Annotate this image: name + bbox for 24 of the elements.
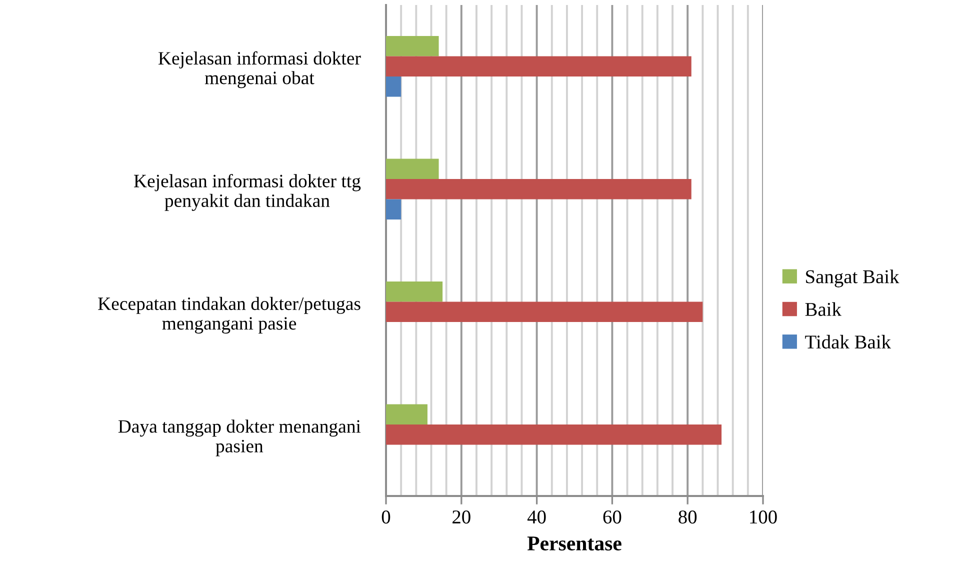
bar — [386, 158, 439, 179]
y-tick-label: Daya tanggap dokter menangani pasien — [118, 420, 361, 456]
bar — [386, 404, 428, 424]
bar — [386, 199, 402, 220]
bar — [386, 56, 692, 76]
legend-label: Baik — [805, 302, 842, 316]
x-tick-label: 0 — [382, 510, 390, 524]
legend-label: Tidak Baik — [805, 334, 892, 349]
bar — [386, 36, 439, 56]
x-tick-label: 80 — [678, 510, 697, 524]
x-tick-label: 100 — [750, 510, 777, 524]
bar — [386, 302, 703, 322]
legend-label: Sangat Baik — [806, 270, 900, 288]
x-tick-label: 60 — [603, 510, 622, 524]
y-tick-label: Kecepatan tindakan dokter/petugas mengangani pasie — [98, 296, 360, 334]
bar — [386, 424, 722, 445]
x-tick-label: 20 — [452, 510, 470, 524]
bar — [386, 281, 443, 302]
x-axis-title: Persentase — [527, 536, 622, 551]
bar — [386, 76, 402, 97]
y-tick-label: Kejelasan informasi dokter ttg penyakit dan tindakan — [134, 174, 361, 211]
bar — [386, 179, 692, 200]
y-tick-label: Kejelasan informasi dokter mengenai obat — [158, 51, 361, 88]
x-tick-label: 40 — [527, 510, 546, 524]
